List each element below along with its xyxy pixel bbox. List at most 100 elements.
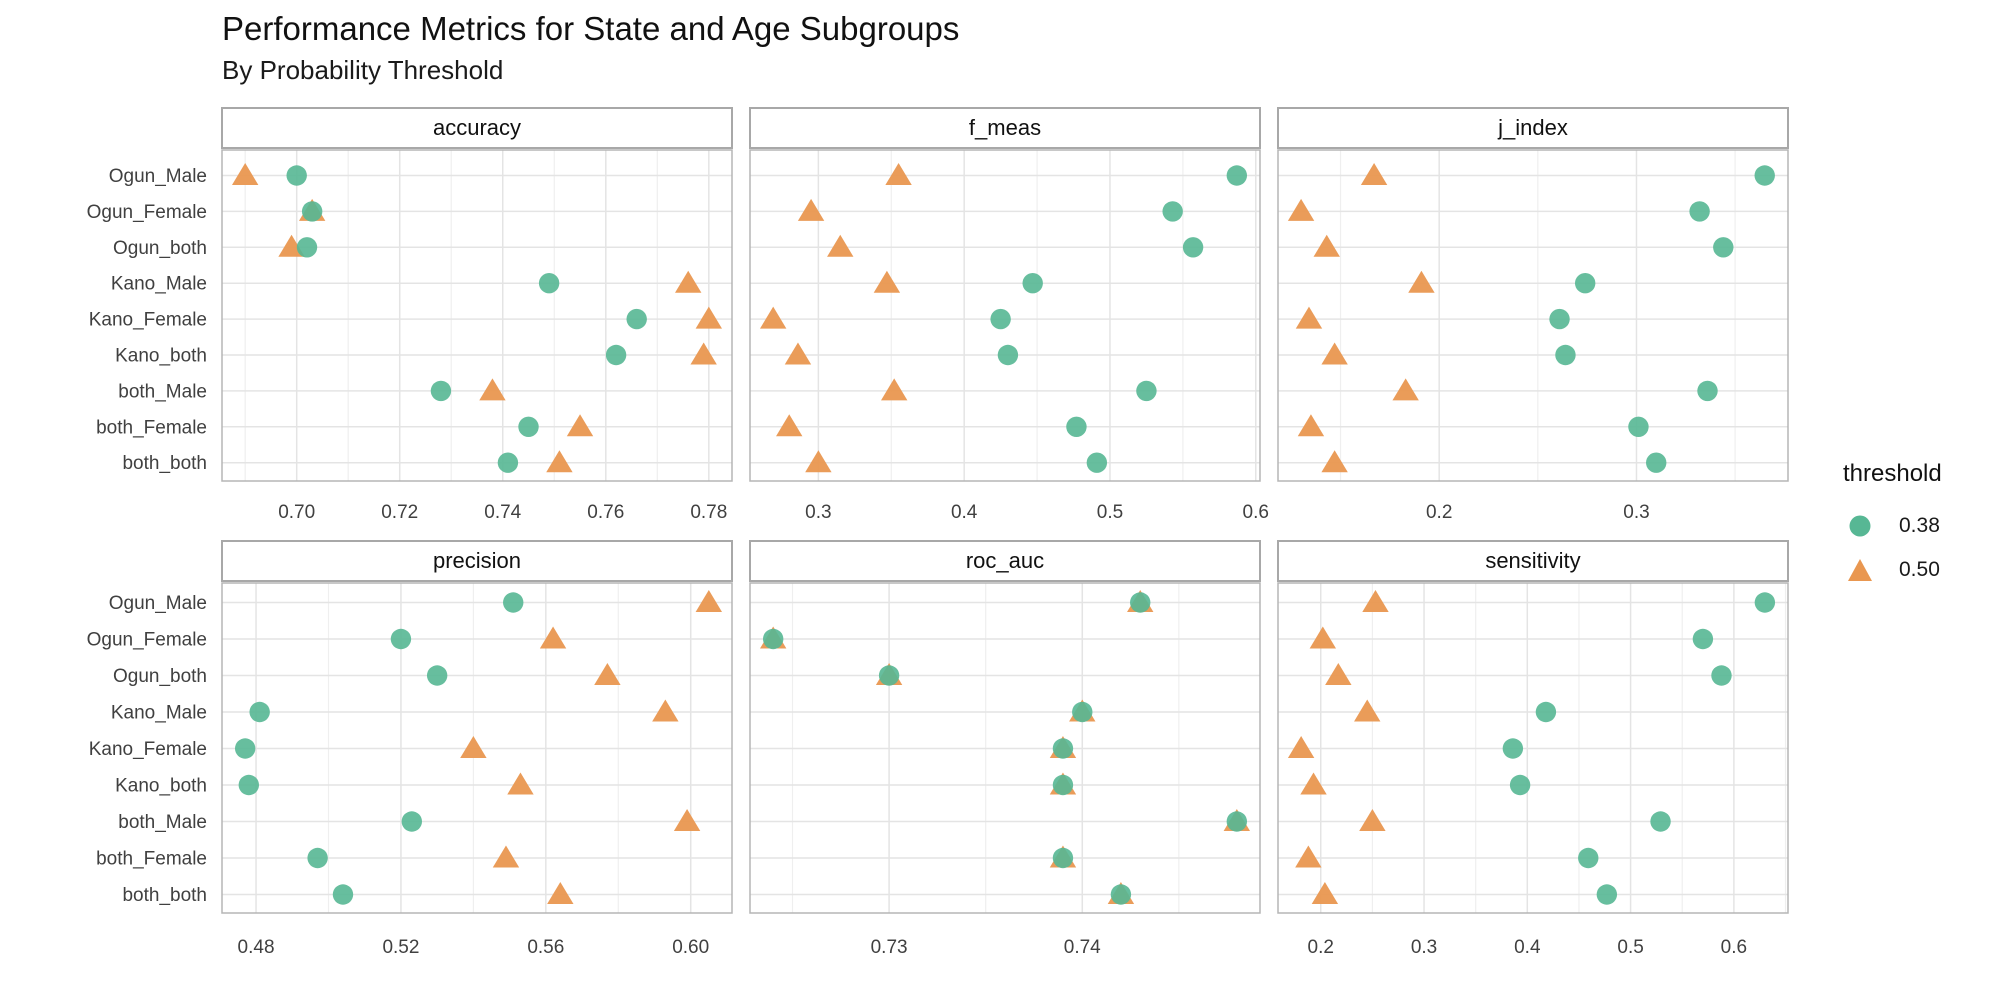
facet-precision: precision 0.48 0.52 0.56 0.60	[221, 540, 733, 958]
point-f_meas-Kano_Male-t050	[873, 270, 901, 293]
point-accuracy-Ogun_Female-t038	[301, 201, 323, 222]
point-j_index-Kano_both-t038	[1555, 344, 1576, 366]
facet-strip	[1277, 540, 1789, 582]
x-tick-label: 0.5	[1617, 937, 1643, 958]
legend-item-label: 0.50	[1899, 558, 1940, 581]
facet-j_index: j_index 0.2 0.3	[1277, 107, 1789, 523]
point-precision-Ogun_Male-t050	[695, 590, 723, 612]
point-j_index-both_Female-t038	[1628, 416, 1649, 437]
legend: threshold 0.38 0.50	[1843, 460, 1993, 592]
point-f_meas-both_Female-t038	[1066, 416, 1087, 437]
point-j_index-both_both-t038	[1646, 452, 1667, 473]
point-accuracy-both_Male-t038	[430, 380, 452, 402]
x-tick-label: 0.6	[1243, 502, 1269, 523]
facet-strip	[221, 107, 733, 149]
x-tick-label: 0.60	[672, 937, 709, 958]
point-f_meas-both_Female-t050	[776, 414, 803, 437]
y-axis-label-Kano_both: Kano_both	[115, 776, 207, 797]
point-f_meas-both_Male-t050	[880, 378, 908, 401]
point-accuracy-Kano_both-t038	[605, 344, 627, 366]
y-axis-label-Kano_Male: Kano_Male	[111, 703, 207, 724]
y-axis-label-Ogun_Male: Ogun_Male	[109, 166, 207, 187]
point-f_meas-Ogun_both-t038	[1182, 237, 1204, 258]
triangle-marker-icon	[1843, 553, 1877, 587]
point-j_index-Ogun_Male-t050	[1360, 163, 1388, 185]
point-precision-Kano_both-t050	[507, 772, 534, 795]
point-f_meas-Ogun_both-t050	[827, 234, 854, 257]
x-tick-label: 0.52	[382, 937, 419, 958]
point-roc_auc-Ogun_Female-t038	[762, 628, 784, 650]
x-tick-label: 0.6	[1721, 937, 1747, 958]
point-sensitivity-both_both-t050	[1311, 882, 1339, 904]
point-sensitivity-both_Female-t050	[1295, 845, 1322, 868]
point-sensitivity-Kano_both-t038	[1509, 774, 1531, 796]
point-accuracy-Kano_Male-t050	[675, 270, 702, 293]
x-tick-label: 0.48	[238, 937, 275, 958]
facet-roc_auc: roc_auc 0.73 0.74	[749, 540, 1261, 958]
point-sensitivity-both_Male-t050	[1359, 809, 1386, 831]
point-j_index-Kano_Male-t050	[1408, 270, 1435, 293]
legend-item-050: 0.50	[1843, 548, 1993, 592]
point-sensitivity-Ogun_both-t050	[1325, 663, 1352, 685]
x-tick-label: 0.2	[1426, 502, 1452, 523]
point-sensitivity-Kano_Female-t038	[1502, 738, 1524, 759]
point-j_index-Ogun_Female-t050	[1287, 198, 1315, 221]
facet-strip	[749, 107, 1261, 149]
point-precision-Ogun_Female-t038	[390, 628, 412, 650]
y-axis-label-both_Male: both_Male	[118, 812, 207, 833]
x-tick-label: 0.73	[871, 937, 908, 958]
point-sensitivity-Ogun_Female-t050	[1309, 626, 1337, 649]
point-roc_auc-both_Male-t038	[1226, 811, 1248, 832]
point-j_index-Ogun_Female-t038	[1689, 201, 1710, 222]
point-f_meas-both_both-t038	[1086, 452, 1108, 473]
y-axis-label-Ogun_both: Ogun_both	[113, 238, 207, 259]
legend-title: threshold	[1843, 460, 1942, 487]
point-precision-both_Female-t050	[492, 845, 520, 868]
point-accuracy-Kano_Female-t050	[695, 306, 723, 329]
point-sensitivity-Ogun_both-t038	[1711, 665, 1732, 686]
x-tick-label: 0.5	[1097, 502, 1123, 523]
point-j_index-Ogun_both-t038	[1713, 237, 1734, 258]
x-tick-label: 0.2	[1308, 937, 1334, 958]
point-sensitivity-Ogun_Male-t050	[1362, 590, 1389, 612]
panel-border	[1277, 149, 1789, 482]
facet-strip-label: f_meas	[969, 115, 1041, 140]
x-tick-label: 0.56	[527, 937, 564, 958]
point-j_index-Ogun_Male-t038	[1754, 165, 1775, 186]
panel-border	[221, 582, 733, 914]
point-f_meas-both_Male-t038	[1136, 380, 1157, 402]
facet-strip	[1277, 107, 1789, 149]
legend-item-label: 0.38	[1899, 514, 1940, 537]
x-tick-label: 0.3	[1411, 937, 1437, 958]
x-tick-label: 0.4	[1514, 937, 1541, 958]
facet-strip-label: accuracy	[433, 115, 521, 140]
point-j_index-Kano_Female-t050	[1295, 306, 1323, 329]
point-roc_auc-Kano_Male-t038	[1072, 701, 1093, 723]
point-f_meas-Ogun_Male-t050	[885, 163, 912, 185]
circle-marker-icon	[1843, 509, 1877, 543]
point-sensitivity-Kano_Female-t050	[1287, 736, 1315, 758]
point-f_meas-Kano_both-t050	[784, 342, 812, 365]
x-tick-label: 0.72	[381, 502, 418, 523]
point-precision-Kano_both-t038	[238, 774, 260, 796]
y-axis-label-Kano_Male: Kano_Male	[111, 274, 207, 295]
y-axis-label-Ogun_Female: Ogun_Female	[87, 202, 207, 223]
point-j_index-both_Male-t050	[1392, 378, 1419, 401]
panel-border	[749, 582, 1261, 914]
point-precision-Kano_Female-t038	[234, 738, 256, 759]
point-f_meas-Kano_Female-t050	[759, 306, 787, 329]
facet-accuracy: accuracy 0.70 0.72 0.74 0.76 0.78	[221, 107, 733, 523]
facet-sensitivity: sensitivity 0.2 0.3 0.4 0.5 0.6	[1277, 540, 1789, 958]
point-precision-both_Male-t050	[673, 809, 701, 831]
point-precision-Kano_Male-t038	[249, 701, 270, 723]
panel-background	[1278, 150, 1788, 481]
y-axis-label-Ogun_both: Ogun_both	[113, 666, 207, 687]
point-f_meas-Kano_Male-t038	[1022, 273, 1043, 294]
point-sensitivity-Kano_both-t050	[1300, 772, 1327, 795]
point-f_meas-Kano_both-t038	[997, 344, 1019, 366]
x-tick-label: 0.78	[690, 502, 727, 523]
chart-subtitle: By Probability Threshold	[222, 55, 504, 85]
point-sensitivity-Kano_Male-t038	[1535, 701, 1557, 723]
facet-strip-label: precision	[433, 548, 521, 573]
point-accuracy-Kano_both-t050	[690, 342, 717, 365]
